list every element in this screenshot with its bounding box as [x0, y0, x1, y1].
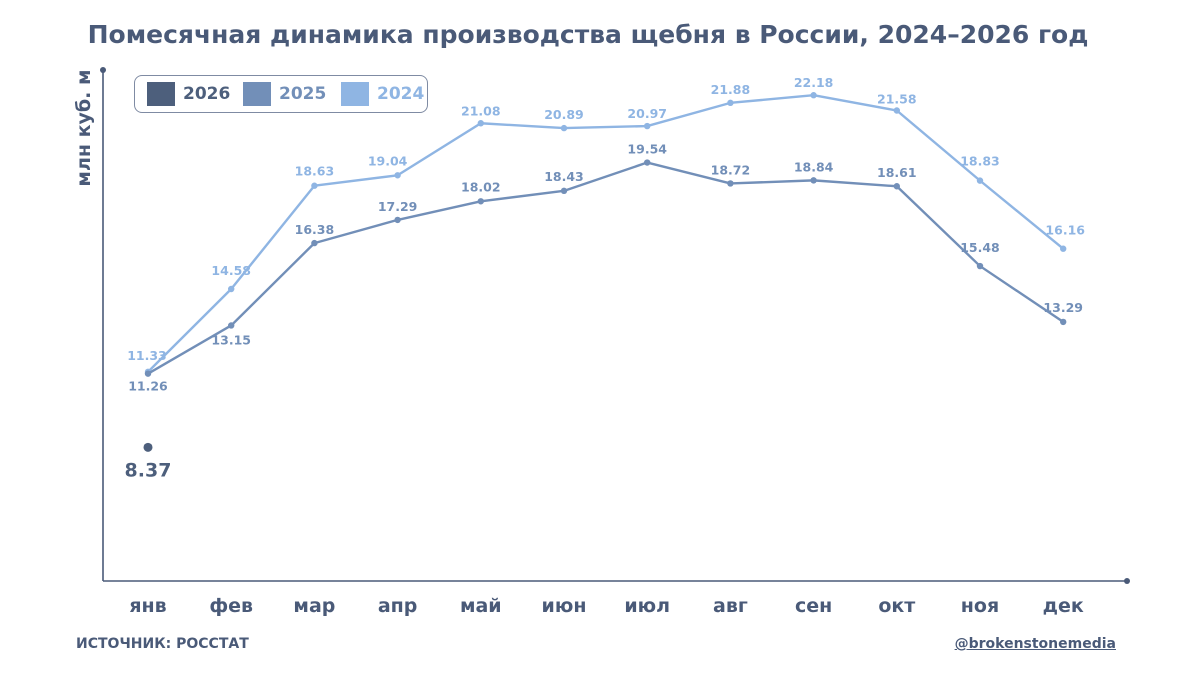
- data-label-2024-11: 18.83: [960, 154, 1000, 169]
- x-tick-label-10: окт: [878, 595, 915, 617]
- legend-swatch-2024: [341, 82, 369, 106]
- data-label-2024-7: 20.97: [627, 106, 667, 121]
- x-tick-label-4: апр: [378, 595, 418, 617]
- x-tick-label-3: мар: [293, 595, 335, 617]
- data-label-2024-6: 20.89: [544, 107, 584, 122]
- data-point-2025-6: [560, 187, 568, 195]
- data-label-2026-1: 8.37: [125, 459, 172, 481]
- data-point-2025-9: [810, 177, 817, 184]
- data-label-2025-2: 13.15: [211, 332, 251, 347]
- data-point-2025-5: [477, 198, 484, 205]
- y-axis-end-dot: [100, 67, 106, 73]
- x-tick-label-9: сен: [795, 595, 832, 617]
- author-handle-link[interactable]: @brokenstonemedia: [954, 636, 1116, 652]
- data-label-2024-1: 11.33: [127, 348, 167, 363]
- series-line-2024: [147, 94, 1064, 373]
- data-point-2025-4: [394, 216, 401, 224]
- data-point-2025-12: [1060, 318, 1067, 326]
- data-point-2024-5: [477, 120, 484, 127]
- data-point-2024-7: [644, 122, 651, 130]
- data-point-2025-1: [144, 370, 152, 377]
- x-tick-label-6: июн: [542, 595, 587, 617]
- data-point-2026-1: [143, 442, 153, 452]
- legend-swatch-2026: [147, 82, 175, 106]
- data-point-2024-6: [560, 124, 568, 132]
- data-point-2025-7: [644, 159, 651, 166]
- x-tick-label-7: июл: [624, 595, 670, 617]
- data-point-2025-10: [893, 183, 900, 190]
- data-point-2024-12: [1060, 245, 1067, 252]
- chart-title: Помесячная динамика производства щебня в…: [87, 20, 1089, 49]
- x-tick-label-5: май: [460, 595, 502, 617]
- data-label-2024-5: 21.08: [461, 103, 501, 118]
- data-point-2024-4: [394, 172, 401, 179]
- x-tick-label-11: ноя: [961, 595, 999, 617]
- data-point-2025-8: [727, 180, 734, 187]
- data-label-2024-8: 21.88: [711, 82, 751, 97]
- series-line-2025: [147, 161, 1064, 375]
- data-point-2025-11: [976, 262, 984, 270]
- data-label-2025-11: 15.48: [960, 240, 1000, 255]
- data-label-2025-8: 18.72: [711, 162, 751, 177]
- data-label-2025-6: 18.43: [544, 169, 584, 184]
- data-point-2024-9: [810, 92, 817, 99]
- data-label-2025-4: 17.29: [378, 199, 418, 214]
- data-label-2024-10: 21.58: [877, 92, 917, 107]
- data-label-2025-5: 18.02: [461, 179, 501, 194]
- data-label-2024-4: 19.04: [368, 153, 408, 168]
- data-label-2025-7: 19.54: [627, 142, 667, 157]
- data-label-2025-10: 18.61: [877, 165, 917, 180]
- data-point-2025-3: [311, 239, 318, 247]
- data-label-2024-3: 18.63: [295, 164, 335, 179]
- legend-label-2024: 2024: [377, 84, 425, 104]
- data-point-2024-8: [727, 99, 734, 107]
- data-label-2025-3: 16.38: [295, 222, 335, 237]
- data-point-2024-3: [311, 182, 318, 189]
- legend: 2026 2025 2024: [134, 75, 428, 113]
- data-point-2024-2: [228, 285, 235, 293]
- data-point-2025-2: [228, 322, 235, 329]
- data-point-2024-10: [893, 107, 900, 114]
- source-note: ИСТОЧНИК: РОССТАТ: [76, 636, 249, 652]
- data-label-2024-12: 16.16: [1045, 223, 1085, 238]
- x-tick-label-2: фев: [209, 595, 253, 617]
- legend-label-2025: 2025: [279, 84, 327, 104]
- data-label-2024-2: 14.58: [211, 263, 251, 278]
- data-label-2024-9: 22.18: [794, 75, 834, 90]
- legend-label-2026: 2026: [183, 84, 231, 104]
- x-axis-end-dot: [1124, 578, 1130, 584]
- x-tick-label-8: авг: [713, 595, 748, 617]
- data-label-2025-1: 11.26: [128, 379, 168, 394]
- x-tick-label-1: янв: [129, 595, 166, 617]
- legend-swatch-2025: [243, 82, 271, 106]
- data-label-2025-12: 13.29: [1043, 300, 1083, 315]
- x-tick-label-12: дек: [1043, 595, 1084, 617]
- data-point-2024-11: [976, 177, 984, 184]
- data-label-2025-9: 18.84: [794, 159, 834, 174]
